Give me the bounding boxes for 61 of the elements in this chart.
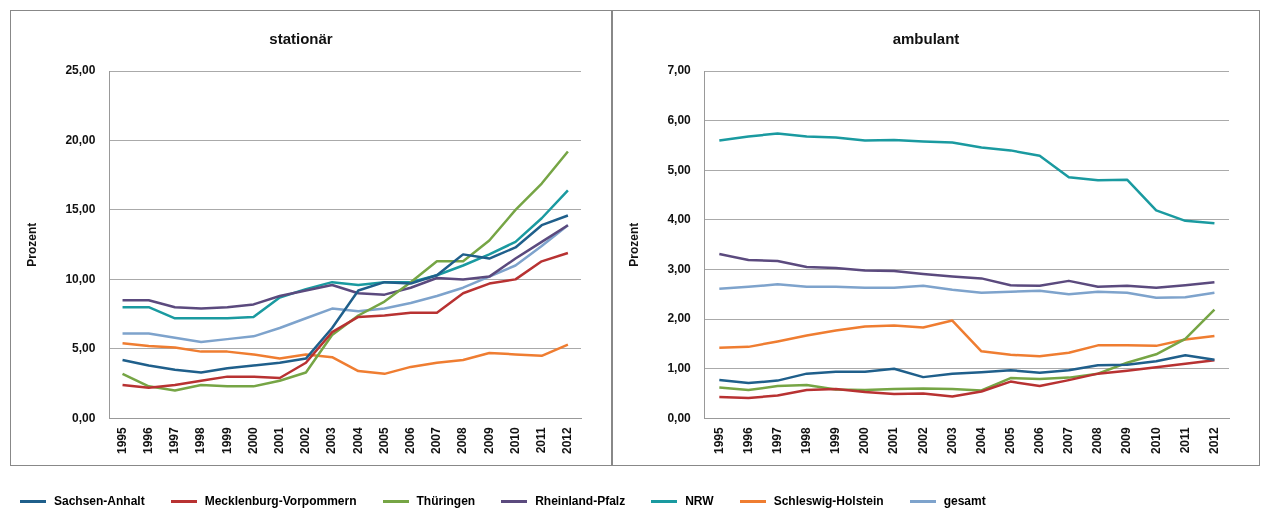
x-tick-label: 2002 xyxy=(915,426,930,455)
y-tick-label: 4,00 xyxy=(667,212,692,227)
x-tick-label: 1999 xyxy=(219,426,234,455)
x-tick-label: 2000 xyxy=(857,426,872,455)
x-tick-label: 2006 xyxy=(403,426,418,455)
x-tick-label: 2001 xyxy=(886,426,901,455)
chart-title: ambulant xyxy=(892,30,960,48)
x-tick-label: 1997 xyxy=(769,426,784,455)
x-tick-label: 2004 xyxy=(350,426,365,455)
y-tick-label: 25,00 xyxy=(65,63,96,78)
x-tick-label: 2006 xyxy=(1032,426,1046,455)
y-tick-label: 6,00 xyxy=(667,112,692,127)
x-tick-label: 1998 xyxy=(193,426,208,455)
legend-label: Schleswig-Holstein xyxy=(773,494,884,508)
y-axis-title: Prozent xyxy=(626,222,641,267)
x-tick-label: 2000 xyxy=(245,426,260,455)
x-tick-label: 2011 xyxy=(1177,426,1192,454)
x-tick-label: 2009 xyxy=(481,426,496,455)
chart-title: stationär xyxy=(269,30,333,48)
y-tick-label: 20,00 xyxy=(65,132,96,147)
legend-label: Mecklenburg-Vorpommern xyxy=(204,494,357,508)
x-tick-label: 2007 xyxy=(429,426,444,455)
x-tick-label: 2005 xyxy=(1002,426,1017,455)
x-tick-label: 2009 xyxy=(1119,426,1134,455)
legend-label: Thüringen xyxy=(416,494,476,508)
y-tick-label: 1,00 xyxy=(667,361,692,375)
y-tick-label: 0,00 xyxy=(667,410,692,425)
x-tick-label: 2008 xyxy=(455,426,470,455)
y-tick-label: 7,00 xyxy=(667,63,692,78)
x-tick-label: 2002 xyxy=(298,426,313,455)
y-tick-label: 5,00 xyxy=(72,341,96,356)
x-tick-label: 1999 xyxy=(828,426,843,455)
y-tick-label: 3,00 xyxy=(667,261,692,276)
y-tick-label: 2,00 xyxy=(667,311,692,326)
y-tick-label: 5,00 xyxy=(667,162,692,177)
legend-label: NRW xyxy=(685,494,714,508)
x-tick-label: 2004 xyxy=(973,426,988,455)
x-tick-label: 2007 xyxy=(1061,426,1076,455)
x-tick-label: 2012 xyxy=(560,426,575,455)
x-tick-label: 2003 xyxy=(944,426,959,455)
x-tick-label: 1995 xyxy=(711,426,726,455)
y-tick-label: 10,00 xyxy=(65,271,96,286)
y-tick-label: 15,00 xyxy=(65,202,96,217)
y-axis-title: Prozent xyxy=(24,222,39,267)
x-tick-label: 2010 xyxy=(507,426,522,455)
x-tick-label: 1998 xyxy=(799,426,813,455)
x-tick-label: 2012 xyxy=(1206,426,1221,455)
x-tick-label: 2005 xyxy=(376,426,391,455)
x-tick-label: 2001 xyxy=(272,426,287,455)
legend-label: gesamt xyxy=(943,494,986,508)
x-tick-label: 1997 xyxy=(167,426,182,455)
legend-label: Sachsen-Anhalt xyxy=(54,494,145,508)
x-tick-label: 2008 xyxy=(1090,426,1105,455)
x-tick-label: 1995 xyxy=(114,426,129,455)
y-tick-label: 0,00 xyxy=(72,410,96,425)
x-tick-label: 2010 xyxy=(1148,426,1163,455)
x-tick-label: 2003 xyxy=(324,426,339,455)
legend-label: Rheinland-Pfalz xyxy=(535,494,626,508)
x-tick-label: 1996 xyxy=(141,426,156,455)
x-tick-label: 1996 xyxy=(740,426,755,455)
x-tick-label: 2011 xyxy=(534,426,549,454)
